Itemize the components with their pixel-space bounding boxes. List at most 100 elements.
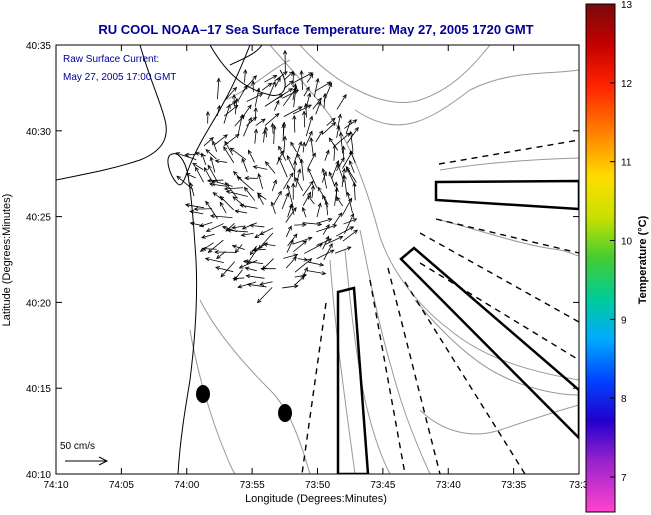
current-vector <box>343 175 348 196</box>
contour-line <box>419 404 579 435</box>
current-vector <box>316 203 321 218</box>
current-vector <box>237 114 243 136</box>
current-vector-head <box>295 177 300 182</box>
current-vector <box>311 185 314 198</box>
current-vector <box>295 169 301 188</box>
current-vector-head <box>219 195 225 201</box>
current-vector-head <box>297 106 303 111</box>
current-vector <box>307 168 318 188</box>
current-vector <box>274 77 281 88</box>
current-vector <box>189 182 195 196</box>
current-vector <box>316 249 335 260</box>
current-vector-head <box>199 247 205 252</box>
current-vector-head <box>254 234 260 239</box>
plot-background <box>56 45 579 474</box>
current-vector-head <box>262 242 268 247</box>
current-vector <box>210 215 233 219</box>
x-tick-label: 73:40 <box>436 480 461 491</box>
current-vector <box>216 105 220 117</box>
current-vector <box>234 98 238 115</box>
contour-line <box>414 299 579 396</box>
contour-line <box>354 69 579 126</box>
current-vector-head <box>224 181 230 187</box>
current-vector <box>303 243 323 254</box>
current-vector <box>294 141 302 162</box>
annotation-line-2: May 27, 2005 17:00 GMT <box>63 72 176 83</box>
current-vector-head <box>300 275 306 280</box>
current-vector <box>245 267 257 272</box>
current-vector-head <box>346 167 351 173</box>
current-vector-head <box>315 77 320 83</box>
current-vector-head <box>176 175 181 181</box>
current-vector-head <box>352 119 358 124</box>
current-vector-head <box>241 157 246 163</box>
current-vector <box>292 83 296 101</box>
x-tick-label: 74:10 <box>43 480 68 491</box>
current-vector <box>307 195 315 205</box>
current-vector-head <box>289 239 294 244</box>
current-vector-head <box>321 167 326 173</box>
current-vector-head <box>221 225 227 230</box>
current-vector-head <box>282 49 288 55</box>
current-vector-head <box>209 214 215 219</box>
current-vector-head <box>220 272 225 278</box>
current-vector-head <box>247 116 252 122</box>
current-vector-head <box>311 152 316 158</box>
current-vector-head <box>207 248 213 253</box>
current-vector <box>347 192 353 214</box>
current-vector-head <box>192 162 197 167</box>
current-vector <box>322 122 336 135</box>
current-vector-head <box>346 246 352 251</box>
current-vector-head <box>242 259 248 264</box>
current-vector-head <box>252 116 258 122</box>
current-vector-head <box>336 196 341 202</box>
current-vector-head <box>278 94 284 99</box>
current-vector-head <box>259 281 265 286</box>
current-vector-head <box>271 80 276 86</box>
shoreline-segment <box>229 45 263 66</box>
current-vector <box>238 281 257 288</box>
current-vector <box>244 187 256 201</box>
current-vector-head <box>189 209 195 215</box>
current-vector <box>205 258 224 263</box>
x-tick-label: 73:45 <box>370 480 395 491</box>
current-vector-head <box>282 71 288 76</box>
current-vector-head <box>231 225 237 230</box>
current-vector <box>230 147 247 161</box>
current-vector-head <box>303 266 308 272</box>
current-vector-head <box>293 233 298 239</box>
current-vector-head <box>337 113 342 119</box>
current-vector-head <box>332 143 337 149</box>
current-vector <box>224 141 234 156</box>
current-vector-head <box>233 170 238 176</box>
current-vector <box>324 150 330 161</box>
current-vector <box>215 266 234 273</box>
current-vector-head <box>251 247 257 253</box>
current-vector <box>317 187 327 201</box>
current-vector-head <box>307 104 312 109</box>
current-vector <box>285 207 297 223</box>
current-vector-head <box>253 128 259 134</box>
colorbar-tick-label: 8 <box>621 394 627 405</box>
current-vector <box>261 82 272 91</box>
current-vector-head <box>317 202 322 208</box>
map-title: RU COOL NOAA–17 Sea Surface Temperature:… <box>98 22 533 37</box>
current-vector-head <box>309 180 314 186</box>
current-vector-head <box>349 226 355 231</box>
current-vector <box>212 180 233 187</box>
current-vector <box>213 134 228 146</box>
current-vector-head <box>348 150 353 156</box>
current-vector-head <box>292 160 298 166</box>
current-vector <box>226 190 248 197</box>
scale-label: 50 cm/s <box>60 441 95 452</box>
current-vector-head <box>328 82 333 88</box>
current-vector-head <box>352 181 357 187</box>
colorbar-tick-label: 13 <box>621 0 633 11</box>
current-vector-head <box>258 93 264 98</box>
current-vector <box>282 88 297 107</box>
current-vector-head <box>209 136 214 142</box>
current-vector-head <box>319 130 324 135</box>
current-vector-head <box>200 152 205 158</box>
current-vector <box>286 239 294 253</box>
current-vector <box>325 236 343 245</box>
